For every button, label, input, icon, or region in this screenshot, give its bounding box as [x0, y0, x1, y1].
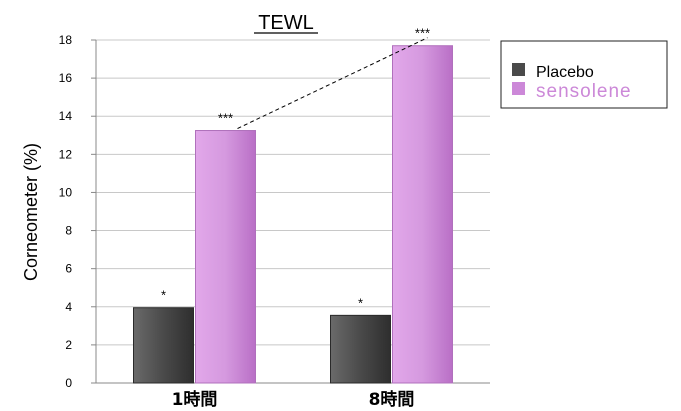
bar-placebo-1 [330, 314, 391, 384]
y-tick-label: 10 [59, 185, 73, 199]
bar-sensolene-1 [392, 45, 453, 384]
bar-placebo-0 [133, 307, 194, 384]
significance-marker: * [161, 288, 166, 303]
x-axis-labels: 1時間 8時間 [172, 389, 415, 410]
bar-sensolene-0 [195, 130, 256, 384]
y-axis-label: Corneometer (%) [21, 143, 41, 281]
legend-label-sensolene: sensolene [536, 81, 632, 102]
y-tick-label: 4 [65, 300, 72, 314]
chart-title: TEWL [258, 12, 314, 34]
legend: Placebo sensolene [500, 40, 668, 109]
significance-marker: *** [218, 111, 233, 126]
y-tick-label: 8 [65, 224, 72, 238]
x-category-label: 1時間 [172, 389, 218, 410]
y-tick-label: 2 [65, 338, 72, 352]
significance-marker: *** [415, 26, 430, 41]
legend-swatch-sensolene [512, 82, 525, 95]
x-category-label: 8時間 [369, 389, 415, 410]
y-tick-label: 14 [59, 109, 73, 123]
trend-dashed-line [237, 37, 428, 129]
y-tick-label: 12 [59, 147, 73, 161]
legend-swatch-placebo [512, 63, 525, 76]
y-tick-label: 6 [65, 262, 72, 276]
y-tick-label: 16 [59, 71, 73, 85]
bars [133, 45, 453, 384]
significance-markers: ******** [161, 26, 430, 311]
significance-marker: * [358, 295, 363, 310]
legend-box [500, 40, 668, 109]
y-tick-label: 18 [59, 33, 73, 47]
legend-label-placebo: Placebo [536, 64, 594, 81]
trend-line [237, 37, 428, 129]
y-axis-ticks: 0 2 4 6 8 10 12 14 16 18 [59, 33, 96, 390]
y-tick-label: 0 [65, 376, 72, 390]
